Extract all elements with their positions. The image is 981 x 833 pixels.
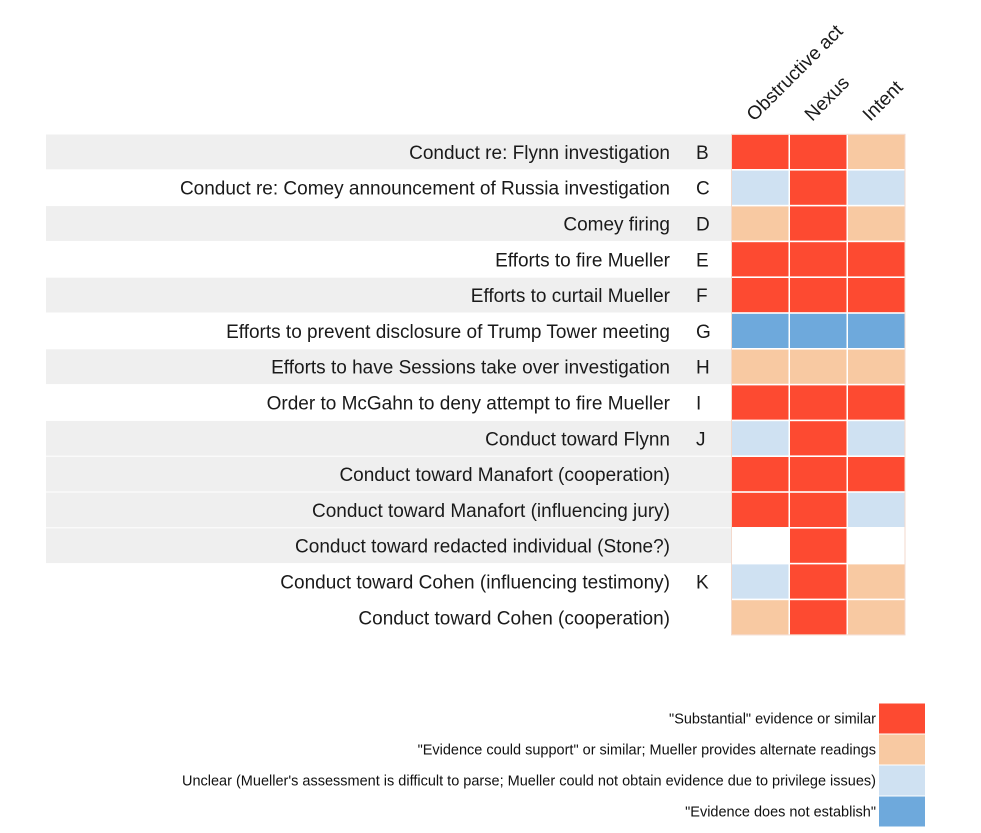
row-label: Conduct toward Cohen (cooperation) bbox=[358, 608, 670, 629]
heatmap-cell bbox=[732, 278, 789, 313]
row-label: Conduct re: Comey announcement of Russia… bbox=[180, 179, 670, 200]
column-header: Intent bbox=[859, 77, 908, 126]
legend-label: "Substantial" evidence or similar bbox=[669, 712, 876, 728]
heatmap-cell bbox=[732, 421, 789, 456]
row-label: Conduct toward Manafort (cooperation) bbox=[339, 465, 670, 486]
column-header: Obstructive act bbox=[743, 21, 848, 126]
row-band bbox=[46, 420, 732, 456]
heatmap-cell bbox=[848, 170, 905, 205]
row-labels: Conduct re: Flynn investigation Conduct r… bbox=[180, 143, 671, 629]
legend-label: Unclear (Mueller's assessment is difficu… bbox=[182, 774, 876, 790]
heatmap-cell bbox=[790, 170, 847, 205]
heatmap-cell bbox=[790, 421, 847, 456]
row-band bbox=[46, 456, 732, 492]
heatmap-cell bbox=[732, 492, 789, 527]
heatmap-cell bbox=[790, 242, 847, 277]
heatmap-cell bbox=[732, 564, 789, 599]
heatmap-cell bbox=[790, 600, 847, 635]
heatmap-cell bbox=[848, 242, 905, 277]
heatmap-cell bbox=[848, 385, 905, 420]
column-header: Nexus bbox=[801, 73, 854, 126]
row-code: G bbox=[696, 322, 711, 343]
heatmap-cell bbox=[848, 600, 905, 635]
heatmap-cell bbox=[848, 313, 905, 348]
heatmap-cell bbox=[790, 349, 847, 384]
row-label: Conduct toward Flynn bbox=[485, 429, 670, 450]
heatmap-cells bbox=[731, 133, 906, 636]
legend-swatch bbox=[879, 734, 925, 765]
heatmap-cell bbox=[790, 564, 847, 599]
heatmap-cell bbox=[790, 313, 847, 348]
row-label: Efforts to prevent disclosure of Trump T… bbox=[226, 322, 670, 343]
row-label: Efforts to curtail Mueller bbox=[471, 286, 671, 307]
row-code: C bbox=[696, 179, 710, 200]
legend-swatch bbox=[879, 765, 925, 796]
row-label: Conduct re: Flynn investigation bbox=[409, 143, 670, 164]
row-code: F bbox=[696, 286, 708, 307]
legend-swatch bbox=[879, 796, 925, 827]
heatmap-cell bbox=[848, 421, 905, 456]
heatmap-cell bbox=[848, 457, 905, 492]
row-band bbox=[46, 206, 732, 241]
heatmap-cell bbox=[732, 206, 789, 241]
heatmap-cell bbox=[732, 313, 789, 348]
heatmap-cell bbox=[848, 134, 905, 169]
heatmap-cell bbox=[790, 492, 847, 527]
row-band bbox=[46, 134, 732, 170]
row-code: H bbox=[696, 358, 710, 379]
legend-label: "Evidence could support" or similar; Mue… bbox=[418, 743, 876, 759]
row-bands bbox=[46, 134, 732, 564]
heatmap-cell bbox=[732, 134, 789, 169]
row-label: Efforts to have Sessions take over inves… bbox=[271, 358, 670, 379]
row-code: K bbox=[696, 573, 709, 594]
row-band bbox=[46, 349, 732, 385]
row-band bbox=[46, 528, 732, 564]
row-code: D bbox=[696, 215, 710, 236]
heatmap-cell bbox=[848, 349, 905, 384]
heatmap-cell bbox=[732, 457, 789, 492]
heatmap-cell bbox=[848, 206, 905, 241]
row-code: J bbox=[696, 429, 706, 450]
heatmap-cell bbox=[732, 242, 789, 277]
legend: "Substantial" evidence or similar "Eviden… bbox=[182, 703, 925, 827]
row-code: I bbox=[696, 394, 701, 415]
row-band bbox=[46, 277, 732, 313]
heatmap-cell bbox=[732, 528, 789, 563]
row-band bbox=[46, 492, 732, 528]
row-label: Conduct toward Manafort (influencing jur… bbox=[312, 501, 670, 522]
row-code: E bbox=[696, 250, 709, 271]
heatmap-cell bbox=[848, 278, 905, 313]
heatmap-cell bbox=[790, 206, 847, 241]
grid-outline bbox=[731, 133, 906, 636]
heatmap-cell bbox=[790, 134, 847, 169]
legend-label: "Evidence does not establish" bbox=[685, 805, 876, 821]
legend-swatch bbox=[879, 703, 925, 734]
heatmap-cell bbox=[848, 528, 905, 563]
heatmap-cell bbox=[790, 528, 847, 563]
heatmap-cell bbox=[848, 564, 905, 599]
heatmap-cell bbox=[790, 457, 847, 492]
heatmap-cell bbox=[790, 278, 847, 313]
row-label: Conduct toward Cohen (influencing testim… bbox=[280, 573, 670, 594]
row-label: Conduct toward redacted individual (Ston… bbox=[295, 537, 670, 558]
heatmap-cell bbox=[732, 170, 789, 205]
row-label: Order to McGahn to deny attempt to fire … bbox=[267, 394, 671, 415]
row-label: Comey firing bbox=[563, 215, 670, 236]
heatmap-cell bbox=[732, 600, 789, 635]
heatmap-cell bbox=[790, 385, 847, 420]
heatmap-cell bbox=[848, 492, 905, 527]
row-label: Efforts to fire Mueller bbox=[495, 250, 671, 271]
heatmap-cell bbox=[732, 385, 789, 420]
heatmap-cell bbox=[732, 349, 789, 384]
row-code: B bbox=[696, 143, 709, 164]
